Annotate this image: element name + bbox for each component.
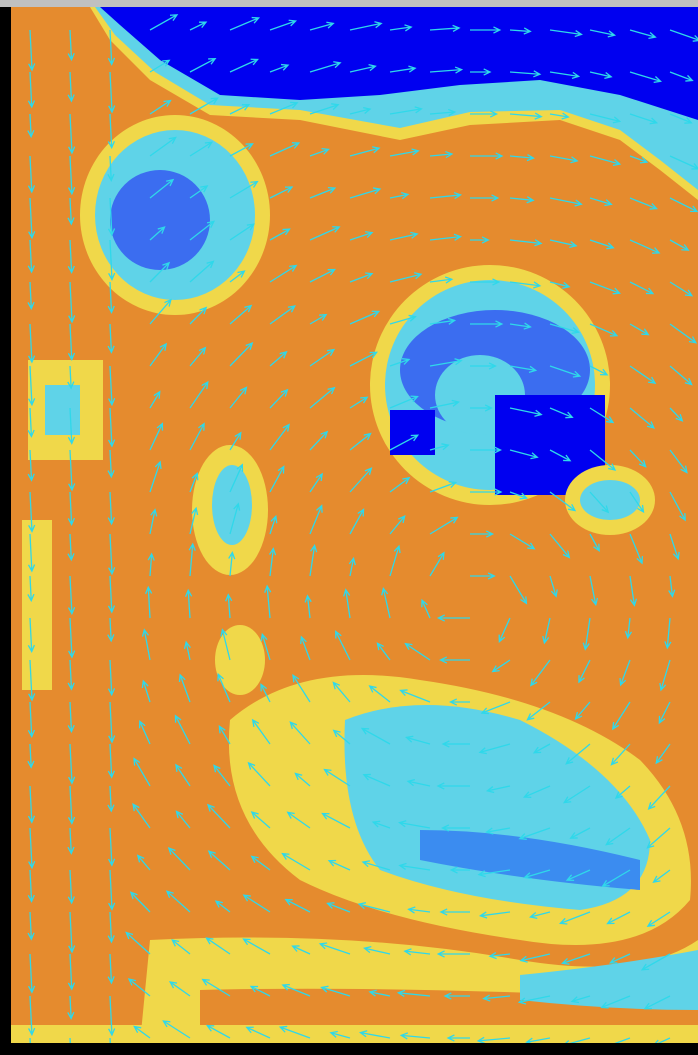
yellow-border bbox=[22, 520, 52, 690]
quiver-field bbox=[0, 0, 698, 1055]
yellow-border bbox=[11, 1025, 698, 1043]
cyan-band bbox=[212, 465, 252, 545]
bottom-strip bbox=[0, 1043, 698, 1055]
blue-region bbox=[110, 170, 210, 270]
cyan-band bbox=[580, 480, 640, 520]
blue-region bbox=[390, 410, 435, 455]
top-strip bbox=[0, 0, 698, 7]
page: (() => { const g = document.getElementBy… bbox=[0, 0, 698, 1055]
cyan-band bbox=[45, 385, 80, 435]
